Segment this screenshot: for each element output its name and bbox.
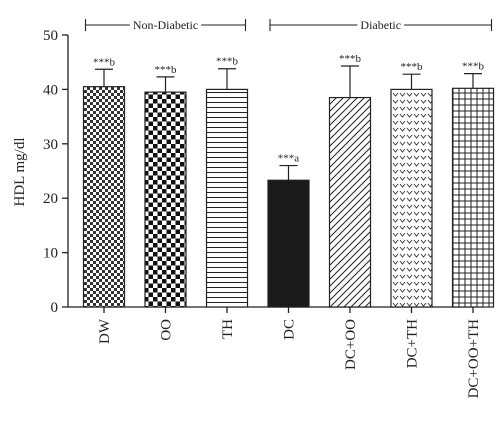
group-label-background <box>357 17 405 33</box>
bar <box>144 91 187 308</box>
bar <box>328 96 372 308</box>
y-tick-label: 40 <box>43 82 58 98</box>
y-tick-label: 10 <box>43 246 58 262</box>
significance-label: ***b <box>339 53 362 65</box>
y-tick-label: 50 <box>43 28 58 44</box>
y-tick-label: 30 <box>43 137 58 153</box>
y-axis-label: HDL mg/dl <box>12 137 28 206</box>
x-tick-label: DW <box>97 318 113 344</box>
group-label: Non-Diabetic <box>133 18 198 32</box>
x-tick-label: TH <box>220 319 236 339</box>
bar <box>82 86 126 308</box>
group-label: Diabetic <box>360 18 401 32</box>
bar <box>390 88 433 308</box>
bar <box>451 87 495 308</box>
group-label-background <box>129 17 202 33</box>
significance-label: ***b <box>401 61 424 73</box>
group-brackets: Non-Diabetic Diabetic <box>84 17 493 33</box>
significance-label: ***a <box>278 153 300 165</box>
bar <box>205 88 249 308</box>
bars: ***b ***b ***b ***a ***b ***b ***b <box>82 53 495 308</box>
x-tick-label: OO <box>159 319 175 341</box>
x-tick-label: DC <box>282 319 298 340</box>
y-tick-label: 20 <box>43 191 58 207</box>
significance-label: ***b <box>93 56 116 68</box>
bar <box>267 179 310 308</box>
x-tick-label: DC+TH <box>405 319 421 368</box>
significance-label: ***b <box>216 56 239 68</box>
significance-label: ***b <box>155 64 178 76</box>
category-labels: DW OO TH DC DC+OO DC+TH DC+OO+TH <box>97 318 482 398</box>
significance-label: ***b <box>462 61 485 73</box>
x-tick-label: DC+OO <box>343 319 359 370</box>
x-tick-label: DC+OO+TH <box>466 319 482 399</box>
y-tick-label: 0 <box>51 300 59 316</box>
